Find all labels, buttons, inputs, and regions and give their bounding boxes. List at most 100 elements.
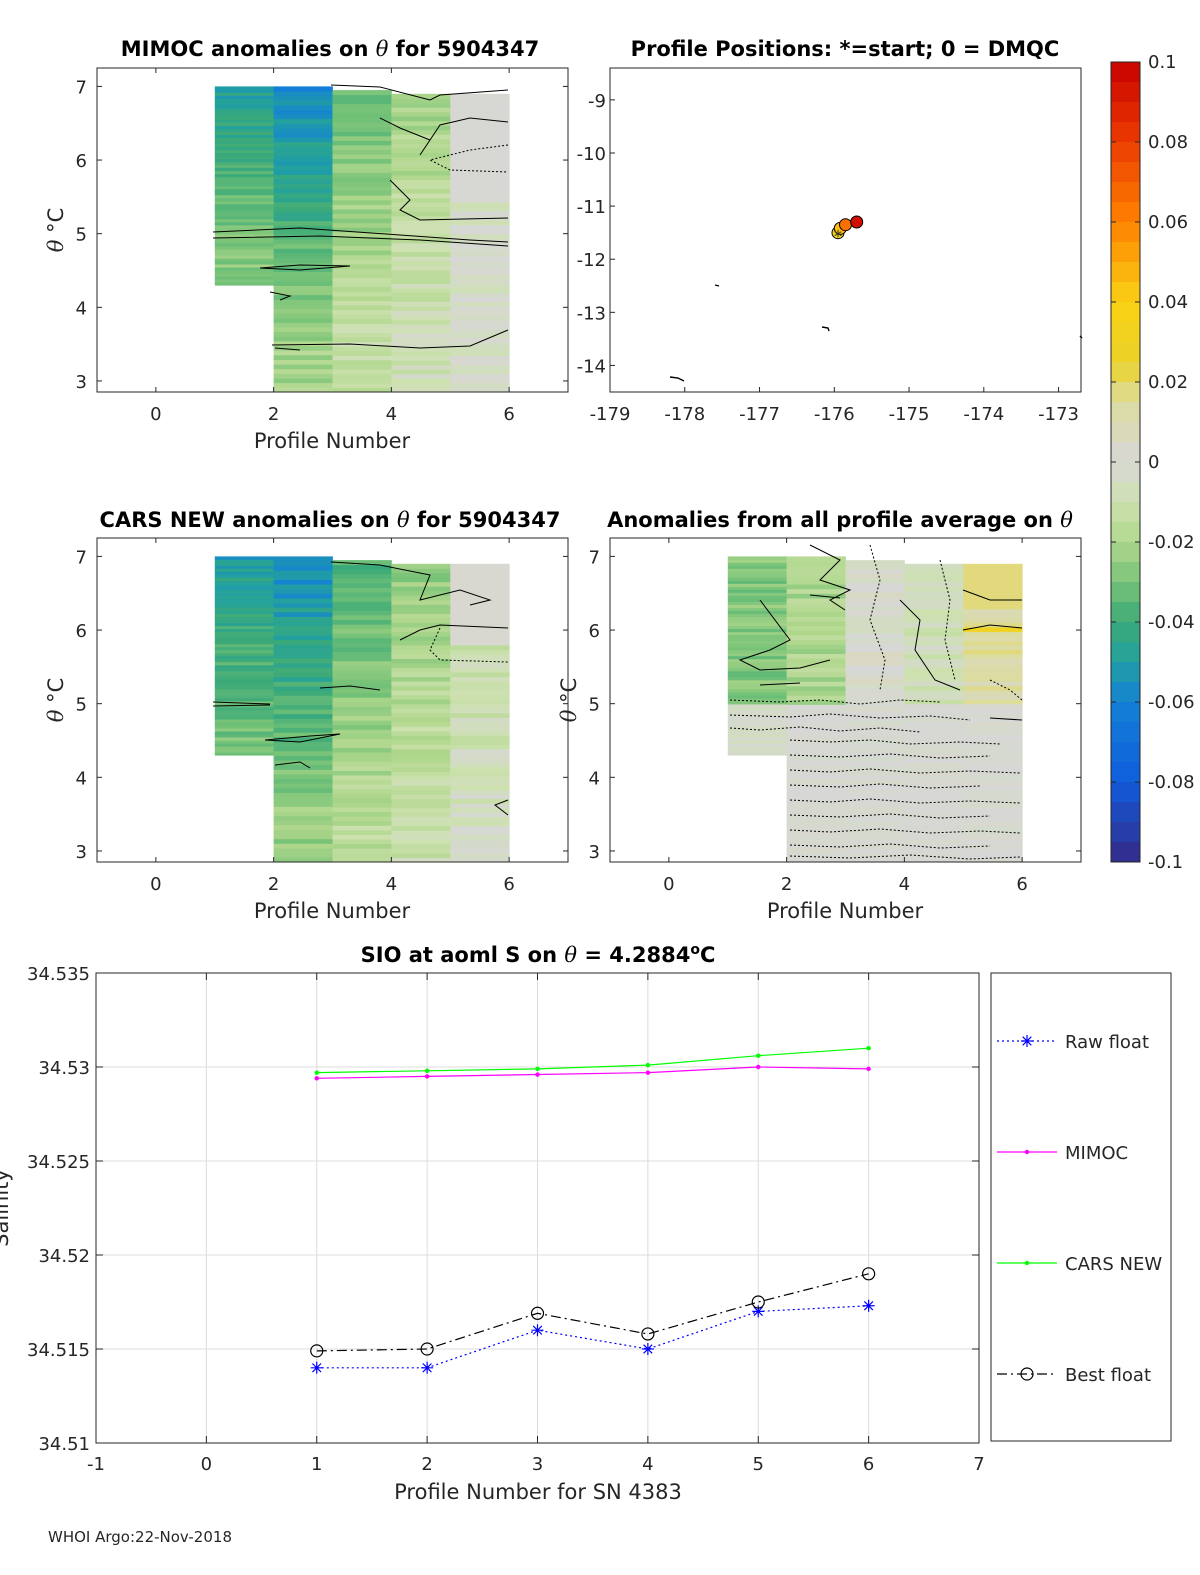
anomaly-cell	[786, 746, 846, 752]
anomaly-cell	[332, 665, 392, 671]
anomaly-cell	[214, 586, 275, 590]
anomaly-cell	[273, 327, 333, 333]
anomaly-cell	[273, 755, 333, 761]
anomaly-cell	[391, 157, 451, 162]
anomaly-cell	[391, 111, 451, 117]
anomaly-cell	[332, 291, 392, 297]
anomaly-cell	[845, 669, 905, 675]
anomaly-cell	[391, 297, 451, 302]
anomaly-cell	[963, 758, 1023, 763]
dot-marker	[866, 1046, 871, 1051]
anomaly-cell	[450, 708, 510, 714]
anomaly-cell	[214, 179, 275, 184]
anomaly-cell	[391, 744, 451, 750]
average-xlabel: Profile Number	[767, 899, 924, 923]
anomaly-cell	[450, 636, 510, 641]
anomaly-cell	[450, 279, 510, 284]
anomaly-cell	[450, 667, 510, 673]
anomaly-cell	[332, 733, 392, 739]
anomaly-cell	[214, 270, 275, 274]
anomaly-cell	[332, 186, 392, 192]
anomaly-cell	[450, 789, 510, 795]
anomaly-cell	[214, 695, 275, 699]
anomaly-cell	[450, 622, 510, 628]
anomaly-cell	[273, 183, 333, 189]
anomaly-cell	[786, 797, 846, 803]
anomaly-cell	[332, 679, 392, 684]
anomaly-cell	[391, 672, 451, 678]
anomaly-cell	[450, 627, 510, 632]
anomaly-cell	[273, 616, 333, 622]
anomaly-cell	[332, 135, 392, 141]
anomaly-cell	[273, 686, 333, 692]
anomaly-cell	[450, 120, 510, 126]
anomaly-cell	[391, 645, 451, 650]
anomaly-cell	[273, 630, 333, 636]
anomaly-cell	[391, 731, 451, 736]
colorbar-tick-label: 0.1	[1148, 52, 1177, 73]
x-tick-label: 6	[503, 404, 514, 425]
colorbar-segment	[1111, 422, 1140, 443]
y-tick-label: 6	[76, 151, 87, 172]
anomaly-cell	[450, 640, 510, 646]
anomaly-cell	[450, 577, 510, 583]
colorbar-segment	[1111, 182, 1140, 203]
anomaly-cell	[391, 803, 451, 809]
anomaly-cell	[786, 672, 846, 678]
anomaly-cell	[450, 721, 510, 727]
anomaly-cell	[273, 690, 333, 696]
series-line-raw-float	[316, 1305, 869, 1369]
anomaly-cell	[391, 251, 451, 257]
anomaly-cell	[214, 583, 275, 587]
anomaly-cell	[391, 830, 451, 836]
anomaly-cell	[391, 618, 451, 623]
anomaly-cell	[332, 747, 392, 753]
x-tick-label: 2	[268, 404, 279, 425]
anomaly-cell	[273, 220, 333, 226]
anomaly-cell	[273, 192, 333, 198]
anomaly-cell	[391, 333, 451, 339]
anomaly-cell	[332, 807, 392, 813]
anomaly-cell	[450, 816, 510, 822]
anomaly-cell	[273, 820, 333, 826]
anomaly-cell	[273, 234, 333, 240]
anomaly-cell	[391, 188, 451, 194]
anomaly-cell	[786, 579, 846, 585]
x-tick-label: 0	[201, 1454, 212, 1475]
anomaly-cell	[332, 295, 392, 301]
anomaly-cell	[391, 667, 451, 673]
anomaly-cell	[963, 785, 1023, 791]
anomaly-cell	[214, 562, 275, 566]
anomaly-cell	[786, 820, 846, 826]
anomaly-cell	[845, 834, 905, 840]
anomaly-cell	[450, 184, 510, 189]
anomaly-cell	[450, 780, 510, 786]
anomaly-cell	[214, 643, 275, 648]
anomaly-cell	[904, 690, 964, 696]
anomaly-cell	[963, 825, 1023, 831]
anomaly-cell	[332, 830, 392, 835]
anomaly-cell	[391, 139, 451, 144]
anomaly-cell	[904, 572, 964, 578]
anomaly-cell	[845, 779, 905, 785]
anomaly-cell	[214, 604, 275, 608]
anomaly-cell	[727, 592, 788, 596]
anomaly-cell	[727, 607, 788, 611]
anomaly-cell	[214, 661, 275, 666]
star-marker	[641, 1343, 654, 1355]
anomaly-cell	[450, 690, 510, 696]
anomaly-cell	[450, 211, 510, 217]
anomaly-cell	[332, 149, 392, 155]
anomaly-cell	[214, 613, 275, 617]
star-marker	[752, 1305, 765, 1318]
anomaly-cell	[332, 669, 392, 675]
anomaly-cell	[904, 685, 964, 691]
colorbar-segment	[1111, 802, 1140, 823]
anomaly-cell	[904, 749, 964, 754]
anomaly-cell	[727, 701, 788, 705]
anomaly-cell	[214, 92, 275, 96]
anomaly-cell	[332, 825, 392, 831]
anomaly-cell	[332, 314, 392, 320]
colorbar-tick-label: 0	[1148, 452, 1159, 473]
anomaly-cell	[786, 792, 846, 798]
